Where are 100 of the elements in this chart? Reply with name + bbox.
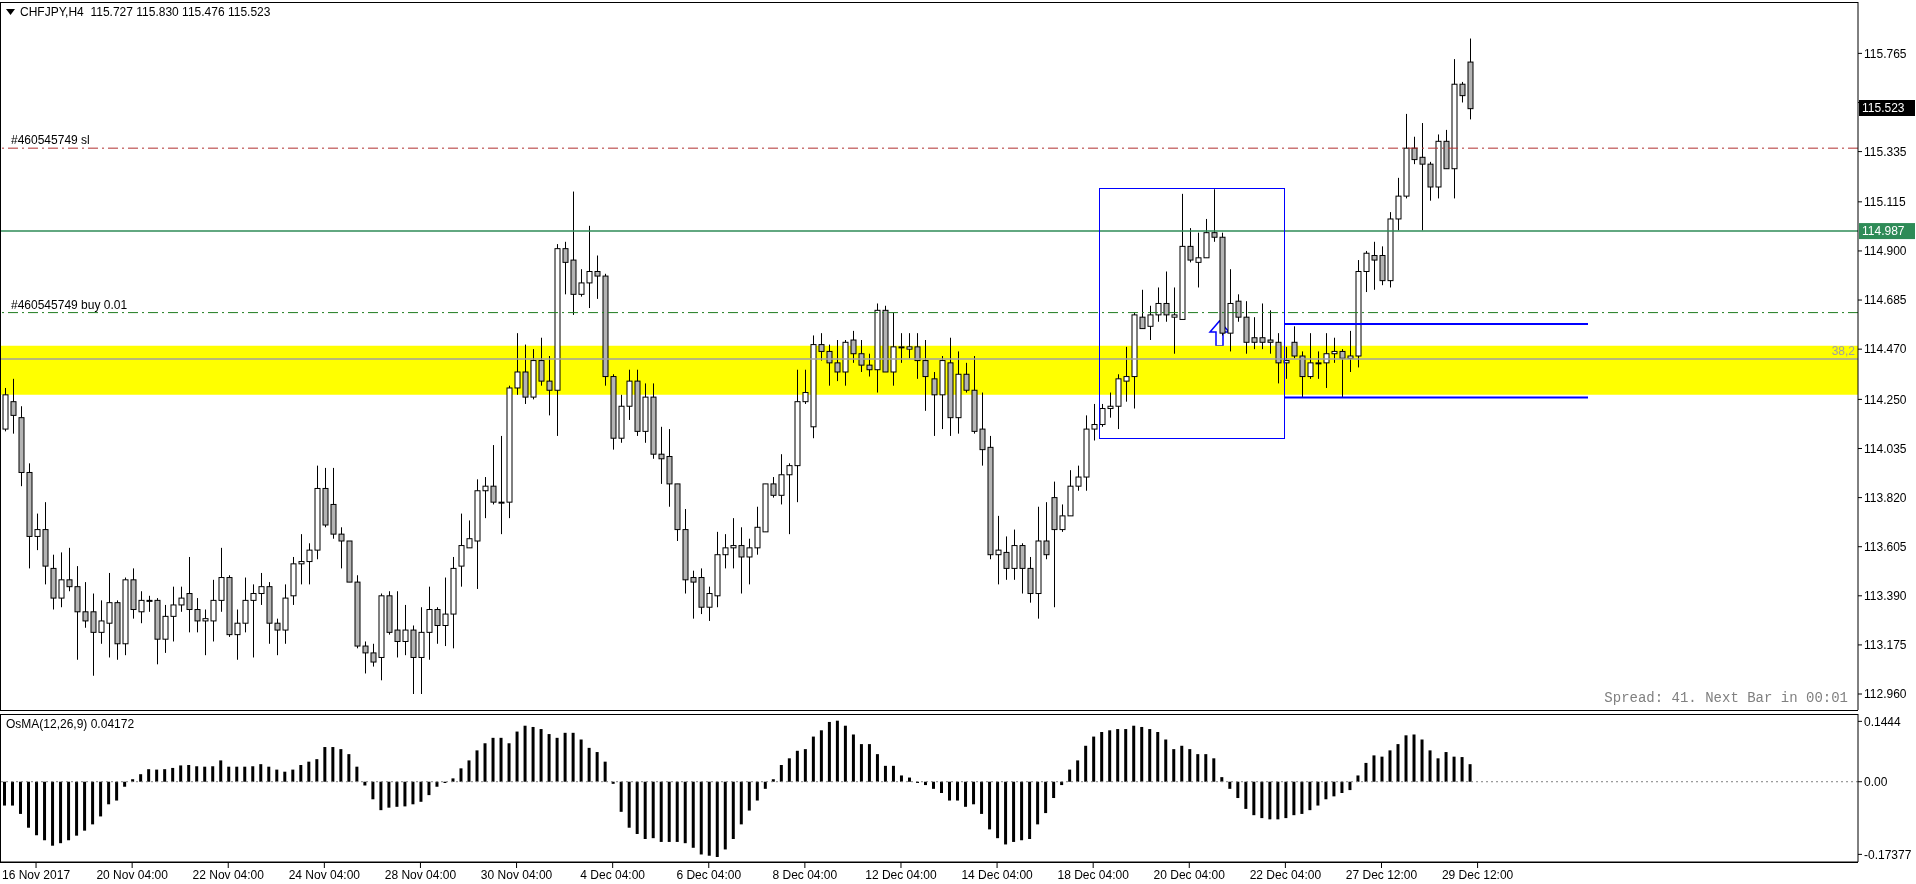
bar xyxy=(883,765,887,782)
x-tick-label: 27 Dec 12:00 xyxy=(1345,867,1418,882)
bar xyxy=(539,729,543,782)
bar xyxy=(483,743,487,782)
y-tick-label: 114.685 xyxy=(1864,293,1907,308)
bar xyxy=(723,781,727,850)
bar xyxy=(395,781,399,807)
y-tick-label: 115.115 xyxy=(1864,195,1906,210)
chart-title: CHFJPY,H4 115.727 115.830 115.476 115.523 xyxy=(20,5,271,19)
x-tick-label: 8 Dec 04:00 xyxy=(772,867,838,882)
bar xyxy=(819,730,823,782)
bar xyxy=(1460,757,1464,782)
bar xyxy=(1092,736,1096,782)
bar xyxy=(907,777,911,782)
x-tick-label: 14 Dec 04:00 xyxy=(961,867,1034,882)
bar xyxy=(1124,729,1128,782)
bar xyxy=(988,781,992,830)
bar xyxy=(643,781,647,840)
bar xyxy=(1076,760,1080,782)
bar xyxy=(1132,725,1136,782)
bar xyxy=(523,725,527,782)
bar xyxy=(611,781,615,784)
bar xyxy=(1108,730,1112,782)
bar xyxy=(779,765,783,782)
bar xyxy=(651,781,655,839)
bar xyxy=(59,781,63,844)
bar xyxy=(219,760,223,782)
y-tick-label: 115.765 xyxy=(1864,46,1907,61)
bar xyxy=(659,781,663,842)
bar xyxy=(1188,749,1192,782)
annotation: Spread: 41. Next Bar in 00:01 xyxy=(1604,690,1848,706)
bar xyxy=(1300,781,1304,814)
bar xyxy=(387,781,391,808)
bar xyxy=(1212,758,1216,782)
ref-line-label: #460545749 sl xyxy=(11,133,90,148)
bar xyxy=(739,781,743,825)
bar xyxy=(99,781,103,817)
bar xyxy=(1340,781,1344,794)
bar xyxy=(531,726,535,782)
ref-line-label: #460545749 buy 0.01 xyxy=(11,297,128,312)
y-tick-label: -0.17377 xyxy=(1864,847,1912,862)
bar xyxy=(899,775,903,782)
bar xyxy=(259,764,263,782)
bar xyxy=(1268,781,1272,820)
x-tick-label: 22 Nov 04:00 xyxy=(192,867,265,882)
bar xyxy=(275,769,279,782)
bar xyxy=(1308,781,1312,811)
x-tick-label: 4 Dec 04:00 xyxy=(580,867,646,882)
x-tick-label: 22 Dec 04:00 xyxy=(1249,867,1322,882)
bar xyxy=(1036,781,1040,825)
x-tick-label: 24 Nov 04:00 xyxy=(288,867,361,882)
bar xyxy=(571,732,575,782)
y-tick-label: 0.1444 xyxy=(1864,714,1902,729)
bar xyxy=(467,760,471,782)
bar xyxy=(507,743,511,782)
bar xyxy=(1468,764,1472,782)
bar xyxy=(1372,755,1376,782)
bar xyxy=(1004,781,1008,845)
bar xyxy=(107,781,111,805)
bar xyxy=(1388,750,1392,782)
y-tick-label: 114.470 xyxy=(1864,342,1907,357)
bar xyxy=(115,781,119,801)
bar xyxy=(1276,781,1280,820)
bar xyxy=(1396,744,1400,782)
bar xyxy=(956,781,960,801)
bar xyxy=(972,781,976,805)
bar xyxy=(211,766,215,782)
bar xyxy=(1164,739,1168,782)
bar xyxy=(1156,731,1160,782)
bar xyxy=(459,768,463,782)
bar xyxy=(251,766,255,782)
bar xyxy=(795,750,799,782)
bar xyxy=(619,781,623,812)
bar xyxy=(187,765,191,782)
bar xyxy=(803,749,807,782)
bar xyxy=(427,781,431,796)
bar xyxy=(1044,781,1048,814)
bar xyxy=(91,781,95,825)
bar xyxy=(435,781,439,787)
bar xyxy=(1012,781,1016,842)
bar xyxy=(1052,781,1056,799)
bar xyxy=(355,766,359,782)
bar xyxy=(1060,781,1064,786)
bar xyxy=(827,721,831,782)
bar xyxy=(1428,750,1432,782)
bar xyxy=(1452,756,1456,782)
y-tick-label: 114.035 xyxy=(1864,441,1907,456)
bar xyxy=(635,781,639,834)
x-tick-label: 20 Dec 04:00 xyxy=(1153,867,1226,882)
bar xyxy=(1228,781,1232,789)
bar xyxy=(19,781,23,814)
bar xyxy=(1100,731,1104,782)
bar xyxy=(1316,781,1320,806)
bar xyxy=(843,725,847,782)
bar xyxy=(859,744,863,782)
bar xyxy=(1244,781,1248,809)
bar xyxy=(1084,745,1088,782)
x-tick-label: 16 Nov 2017 xyxy=(2,867,71,882)
bar xyxy=(75,781,79,836)
bar xyxy=(1348,781,1352,791)
